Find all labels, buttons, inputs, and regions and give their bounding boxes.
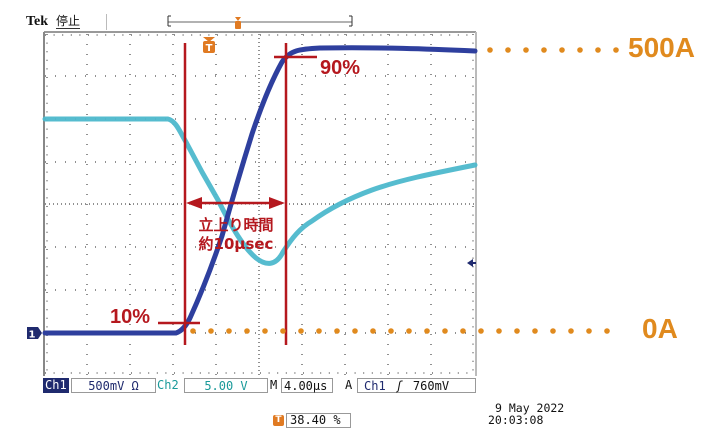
trigger-position-marker[interactable]: T	[203, 37, 215, 54]
ch2-waveform	[42, 116, 478, 266]
rise-time-value: 約10μsec	[198, 235, 274, 253]
label-500a: 500A	[628, 32, 695, 63]
trigger-position-icon: T	[273, 415, 284, 426]
trigger-mode: A	[345, 378, 353, 392]
rise-time-annotation	[158, 43, 317, 345]
time: 20:03:08	[488, 413, 544, 427]
label-0a: 0A	[642, 313, 678, 344]
trigger-level-marker[interactable]	[467, 259, 476, 267]
timebase[interactable]: 4.00μs	[281, 378, 333, 393]
ch2-tag[interactable]: Ch2	[157, 378, 179, 392]
label-10-percent: 10%	[110, 306, 151, 328]
header-divider	[106, 14, 107, 30]
level-dots-500a	[487, 47, 619, 53]
arrow-right	[269, 197, 285, 209]
trigger-level: 760mV	[412, 379, 450, 393]
ch1-ground-marker[interactable]: 1	[27, 327, 42, 341]
rise-time-title: 立上り時間	[198, 216, 274, 234]
ch1-tag[interactable]: Ch1	[43, 378, 69, 393]
ch2-scale[interactable]: 5.00 V	[184, 378, 268, 393]
record-view-bar	[167, 15, 353, 29]
trigger-position-value[interactable]: 38.40 %	[286, 413, 351, 428]
trigger-slope-icon: ʃ	[395, 379, 403, 393]
acquisition-state: 停止	[56, 14, 81, 29]
trigger-settings[interactable]: Ch1 ʃ 760mV	[357, 378, 476, 393]
brand-logo: Tek	[26, 14, 49, 29]
trigger-source: Ch1	[364, 379, 386, 393]
ch1-waveform	[42, 45, 478, 336]
ch1-scale[interactable]: 500mV Ω	[71, 378, 156, 393]
svg-text:1: 1	[29, 330, 36, 341]
rise-time-label: 立上り時間 約10μsec	[190, 216, 282, 254]
svg-text:T: T	[206, 43, 213, 54]
date: 9 May 2022	[495, 401, 565, 415]
level-dots-0a	[190, 328, 610, 334]
label-90-percent: 90%	[320, 57, 361, 79]
arrow-left	[186, 197, 202, 209]
timebase-prefix: M	[270, 378, 278, 392]
